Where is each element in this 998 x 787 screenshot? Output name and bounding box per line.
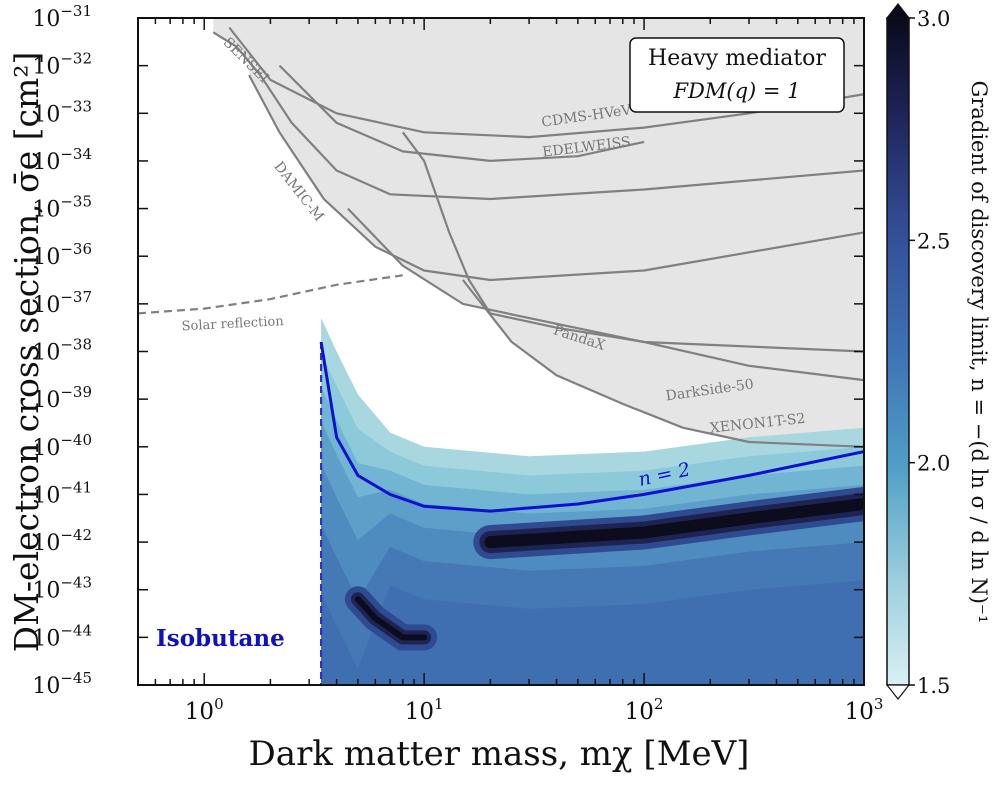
excluded-region bbox=[213, 18, 864, 447]
colorbar-tick-label: 1.5 bbox=[917, 674, 950, 698]
x-tick-label: 100 bbox=[185, 695, 224, 725]
colorbar-tick-label: 2.5 bbox=[917, 229, 950, 253]
curve-edelweiss bbox=[278, 64, 645, 163]
curve-cdms-hvev bbox=[228, 26, 864, 139]
x-tick-label: 101 bbox=[405, 695, 444, 725]
experiment-curves bbox=[138, 26, 864, 448]
curve-solar-reflection bbox=[138, 274, 403, 315]
curve-damic-m bbox=[248, 74, 864, 282]
x-tick-label: 102 bbox=[625, 695, 664, 725]
colorbar: 3.0 2.5 2.0 1.5 Gradient of discovery limit… bbox=[885, 3, 991, 700]
colorbar-ticks: 3.0 2.5 2.0 1.5 bbox=[909, 7, 950, 698]
curve-xenon1t-s2 bbox=[462, 279, 864, 448]
curve-sensei bbox=[212, 31, 864, 201]
ridge-high-core bbox=[484, 498, 864, 549]
y-tick-label: 10−45 bbox=[32, 669, 92, 699]
discovery-band-5 bbox=[321, 580, 864, 685]
label-solar-reflection: Solar reflection bbox=[181, 314, 284, 334]
discovery-region bbox=[319, 318, 864, 685]
y-tick-label: 10−40 bbox=[32, 431, 92, 461]
colorbar-label: Gradient of discovery limit, n = −(d ln … bbox=[967, 81, 991, 624]
n2-curve bbox=[319, 341, 864, 513]
annotation-line1: Heavy mediator bbox=[648, 46, 826, 71]
ridge-low-core bbox=[354, 596, 428, 641]
x-tick-label: 103 bbox=[845, 695, 884, 725]
y-tick-label: 10−31 bbox=[32, 2, 92, 32]
colorbar-max-arrow bbox=[885, 3, 911, 19]
isobutane-label: Isobutane bbox=[156, 625, 285, 652]
excluded-area-6 bbox=[462, 18, 864, 447]
curve-darkside-50 bbox=[347, 207, 864, 382]
x-axis-label: Dark matter mass, mχ [MeV] bbox=[249, 734, 750, 774]
colorbar-tick-label: 3.0 bbox=[917, 7, 950, 31]
colorbar-min-arrow bbox=[885, 684, 911, 700]
annotation-line2: FDM(q) = 1 bbox=[672, 79, 800, 103]
colorbar-tick-label: 2.0 bbox=[917, 452, 950, 476]
annotation-box: Heavy mediator FDM(q) = 1 bbox=[629, 37, 845, 113]
plot-area bbox=[138, 18, 864, 685]
y-axis-label: DM-electron cross section, σ̄e [cm²] bbox=[7, 52, 46, 653]
